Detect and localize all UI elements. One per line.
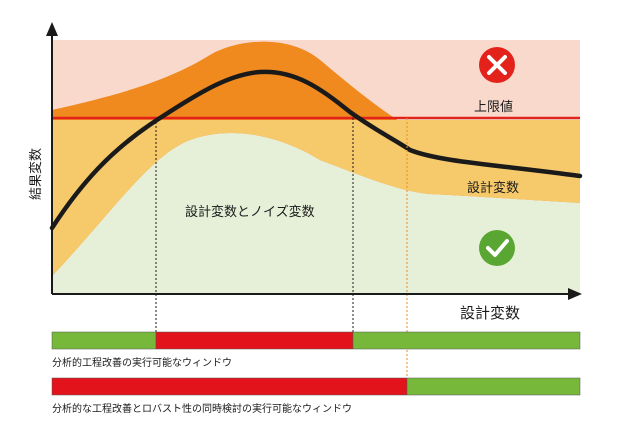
upper-limit-label: 上限値 — [474, 99, 513, 115]
window-caption-robust: 分析的な工程改善とロバスト性の同時検討の実行可能なウィンドウ — [52, 402, 352, 415]
window-bar-analytic — [51, 331, 581, 350]
noise-band-label: 設計変数とノイズ変数 — [185, 204, 315, 220]
x-circle-icon — [479, 47, 515, 83]
design-band-label: 設計変数 — [467, 180, 519, 196]
window-bar-robust — [51, 377, 581, 396]
x-axis-label: 設計変数 — [460, 304, 520, 322]
y-axis-arrow — [46, 22, 58, 36]
noise-band-fail-part — [52, 41, 390, 119]
window-caption-analytic: 分析的工程改善の実行可能なウィンドウ — [52, 356, 232, 369]
check-circle-icon — [479, 230, 515, 266]
y-axis-label: 結果変数 — [28, 148, 44, 200]
response-curve — [49, 69, 583, 231]
x-axis-arrow — [568, 288, 582, 300]
